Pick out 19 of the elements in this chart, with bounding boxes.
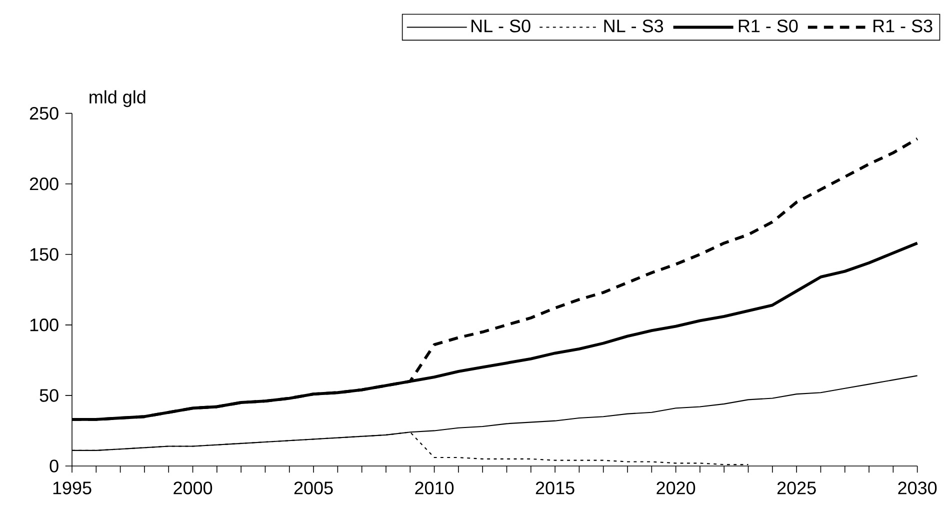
y-tick-label: 200 [30,177,58,190]
x-tick-label: 2020 [656,482,696,494]
x-tick-label: 2015 [536,482,574,494]
y-axis-title: mld gld [90,90,146,108]
legend-label: R1 - S3 [874,20,932,32]
y-tick-label: 100 [30,318,58,332]
y-tick-label: 50 [40,389,58,402]
x-tick-label: 2000 [174,482,212,494]
x-tick-label: 2005 [294,482,333,494]
y-tick-label: 250 [30,106,58,120]
x-tick-label: 2010 [415,482,454,494]
y-tick-label: 150 [30,248,58,261]
x-tick-label: 1995 [53,482,92,494]
x-tick-label: 2030 [898,482,937,494]
y-tick-label: 0 [50,460,58,472]
legend-label: R1 - S0 [738,20,798,32]
x-tick-label: 2025 [777,482,816,494]
legend-label: NL - S0 [472,20,530,32]
legend-label: NL - S3 [604,20,664,32]
